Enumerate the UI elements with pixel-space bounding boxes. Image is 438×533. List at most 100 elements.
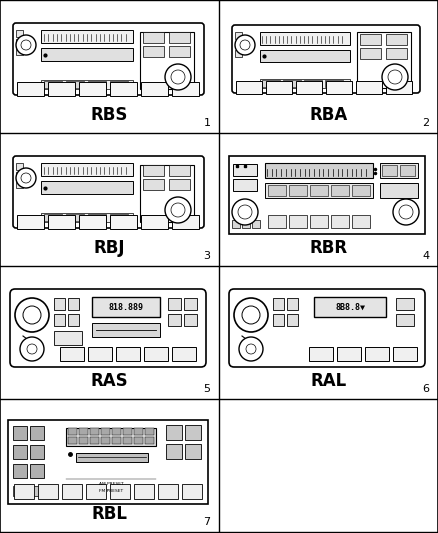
Bar xyxy=(92,297,160,317)
Text: RBJ: RBJ xyxy=(94,239,125,257)
Text: RBS: RBS xyxy=(91,106,128,124)
Bar xyxy=(356,81,382,94)
Bar xyxy=(260,50,350,62)
Circle shape xyxy=(232,199,258,225)
Bar xyxy=(265,183,373,198)
Bar xyxy=(110,484,130,499)
Bar xyxy=(44,81,62,88)
Circle shape xyxy=(242,306,260,324)
Bar xyxy=(66,81,84,88)
Bar xyxy=(140,32,194,89)
Circle shape xyxy=(165,64,191,90)
Bar xyxy=(287,314,298,326)
Bar xyxy=(352,215,370,228)
Bar xyxy=(62,484,82,499)
Bar xyxy=(88,81,106,88)
FancyBboxPatch shape xyxy=(10,289,206,367)
Text: RAS: RAS xyxy=(91,372,128,390)
Bar xyxy=(145,437,154,444)
Bar xyxy=(110,215,137,229)
Bar xyxy=(123,428,132,435)
Text: 2: 2 xyxy=(422,118,430,128)
Circle shape xyxy=(15,298,49,332)
Bar xyxy=(143,179,164,190)
Bar xyxy=(68,428,77,435)
Bar xyxy=(144,347,168,361)
Bar xyxy=(141,215,168,229)
Bar xyxy=(143,32,164,43)
Bar xyxy=(184,314,197,326)
Bar xyxy=(360,48,381,59)
Circle shape xyxy=(234,298,268,332)
Bar xyxy=(331,185,349,196)
Bar xyxy=(38,484,58,499)
Bar xyxy=(76,453,148,462)
Bar xyxy=(380,183,418,198)
Circle shape xyxy=(239,337,263,361)
Text: RAL: RAL xyxy=(311,372,346,390)
Bar xyxy=(172,82,199,96)
Circle shape xyxy=(27,344,37,354)
Bar xyxy=(268,185,286,196)
Bar xyxy=(314,297,386,317)
Bar xyxy=(236,81,262,94)
Bar xyxy=(88,214,106,221)
Bar xyxy=(17,215,44,229)
Bar xyxy=(54,298,65,310)
Bar xyxy=(79,437,88,444)
Bar xyxy=(310,215,328,228)
Bar xyxy=(68,314,79,326)
Bar xyxy=(357,32,411,88)
Bar xyxy=(289,185,307,196)
Bar xyxy=(325,80,343,87)
Bar xyxy=(185,444,201,459)
Bar xyxy=(393,347,417,361)
FancyBboxPatch shape xyxy=(229,289,425,367)
Bar xyxy=(41,163,133,176)
Bar xyxy=(101,428,110,435)
FancyBboxPatch shape xyxy=(232,25,420,93)
Bar xyxy=(386,48,407,59)
Text: FM PRESET: FM PRESET xyxy=(99,489,123,493)
Bar xyxy=(41,48,133,61)
Circle shape xyxy=(399,205,413,219)
Bar xyxy=(92,323,160,337)
Bar xyxy=(287,298,298,310)
Bar xyxy=(90,437,99,444)
Bar xyxy=(134,437,143,444)
Bar xyxy=(41,30,133,43)
Bar xyxy=(304,80,322,87)
Bar xyxy=(79,82,106,96)
Bar xyxy=(110,82,137,96)
Bar xyxy=(382,165,397,176)
Circle shape xyxy=(246,344,256,354)
Bar xyxy=(110,214,128,221)
Bar xyxy=(310,185,328,196)
Text: 7: 7 xyxy=(203,517,211,527)
Circle shape xyxy=(21,40,31,50)
Circle shape xyxy=(23,306,41,324)
Bar xyxy=(68,298,79,310)
Bar xyxy=(396,298,414,310)
Bar xyxy=(54,314,65,326)
Bar xyxy=(337,347,361,361)
Bar xyxy=(13,464,27,478)
Bar xyxy=(54,331,82,345)
Bar xyxy=(134,428,143,435)
Bar xyxy=(365,347,389,361)
Bar xyxy=(145,428,154,435)
Bar xyxy=(16,181,23,188)
Bar xyxy=(60,347,84,361)
Circle shape xyxy=(171,70,185,84)
Text: 5: 5 xyxy=(204,384,211,394)
Bar xyxy=(30,464,44,478)
Bar xyxy=(182,484,202,499)
Bar xyxy=(143,165,164,176)
Bar xyxy=(30,445,44,459)
Circle shape xyxy=(21,173,31,183)
Bar xyxy=(242,220,250,228)
Bar xyxy=(16,163,23,170)
Bar xyxy=(13,445,27,459)
Bar xyxy=(172,347,196,361)
Bar xyxy=(16,172,23,179)
